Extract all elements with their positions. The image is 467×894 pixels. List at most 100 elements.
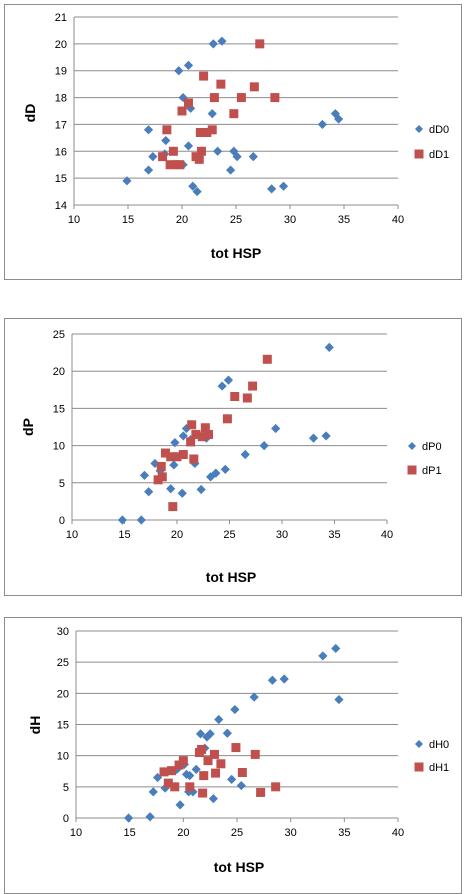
- x-axis-title: tot HSP: [206, 569, 257, 585]
- data-point: [204, 429, 213, 439]
- data-point: [207, 125, 217, 135]
- x-tick-label: 10: [66, 529, 78, 541]
- data-point: [175, 800, 185, 810]
- legend-label: dD0: [429, 124, 449, 136]
- chart-dp: 0 5 10 15 20 25 10 15 20 25 30 35 40 tot HSP dP dP0 dP1: [20, 329, 442, 585]
- data-point: [136, 515, 146, 525]
- data-point: [334, 694, 344, 705]
- data-point: [324, 342, 334, 352]
- data-point: [177, 488, 187, 498]
- data-point: [209, 749, 219, 759]
- data-point: [186, 437, 196, 447]
- x-tick-label: 30: [285, 827, 297, 839]
- x-tick-label: 35: [338, 214, 350, 226]
- data-point: [331, 643, 341, 654]
- legend-marker: [415, 125, 423, 133]
- data-point: [334, 114, 344, 124]
- data-point: [167, 766, 177, 776]
- x-tick-label: 15: [118, 529, 130, 541]
- data-point: [143, 165, 154, 175]
- data-point: [197, 744, 207, 754]
- data-point: [189, 454, 199, 464]
- data-point: [178, 450, 188, 460]
- series-dD1: [158, 39, 280, 170]
- data-point: [196, 146, 206, 156]
- data-point: [222, 728, 232, 738]
- y-tick-label: 10: [57, 751, 69, 763]
- data-point: [230, 391, 240, 401]
- data-point: [162, 125, 172, 135]
- data-point: [227, 774, 237, 784]
- legend-label: dP0: [422, 441, 442, 453]
- data-point: [270, 93, 280, 103]
- data-point: [195, 127, 205, 137]
- legend-marker: [414, 149, 424, 159]
- data-point: [203, 756, 213, 766]
- data-point: [194, 154, 204, 164]
- data-point: [237, 767, 247, 777]
- y-tick-label: 20: [57, 688, 69, 700]
- data-point: [185, 782, 195, 792]
- data-point: [216, 79, 226, 89]
- data-point: [262, 354, 272, 364]
- y-tick-label: 15: [53, 403, 65, 415]
- data-point: [217, 36, 227, 46]
- data-point: [196, 484, 206, 495]
- data-point: [208, 39, 218, 49]
- legend-label: dH0: [429, 739, 449, 751]
- data-point: [226, 165, 236, 175]
- data-point: [236, 780, 246, 791]
- data-point: [183, 60, 194, 70]
- data-point: [223, 375, 234, 385]
- y-tick-label: 30: [57, 626, 69, 638]
- data-point: [186, 103, 196, 113]
- data-point: [199, 771, 209, 781]
- y-tick-label: 10: [53, 441, 65, 453]
- y-tick-label: 20: [55, 39, 67, 51]
- data-point: [183, 141, 194, 151]
- data-point: [248, 381, 258, 391]
- y-tick-label: 16: [55, 146, 67, 158]
- x-tick-label: 40: [392, 827, 404, 839]
- data-point: [220, 464, 230, 475]
- data-point: [188, 181, 198, 191]
- x-tick-label: 20: [177, 827, 189, 839]
- y-tick-label: 5: [63, 782, 69, 794]
- data-point: [317, 119, 327, 130]
- data-point: [197, 432, 207, 442]
- data-point: [211, 468, 221, 478]
- data-point: [232, 152, 242, 162]
- y-tick-label: 21: [55, 12, 67, 24]
- legend: dP0 dP1: [407, 441, 442, 477]
- legend-marker: [415, 740, 423, 748]
- x-tick-label: 10: [68, 214, 80, 226]
- series-dP0: [117, 342, 334, 525]
- x-tick-label: 40: [392, 214, 404, 226]
- data-point: [177, 106, 187, 116]
- data-point: [217, 381, 227, 391]
- data-point: [278, 181, 289, 191]
- legend-label: dP1: [422, 465, 442, 477]
- x-tick-label: 40: [381, 529, 393, 541]
- x-tick-label: 35: [328, 529, 340, 541]
- x-tick-label: 20: [176, 214, 188, 226]
- data-point: [271, 423, 281, 434]
- data-point: [172, 452, 182, 462]
- data-point: [178, 756, 188, 766]
- data-point: [157, 472, 167, 482]
- data-point: [145, 812, 155, 822]
- data-point: [249, 82, 259, 92]
- y-tick-label: 17: [55, 119, 67, 131]
- legend-marker: [407, 465, 417, 475]
- data-point: [248, 152, 258, 162]
- data-point: [209, 93, 219, 103]
- x-tick-label: 25: [223, 529, 235, 541]
- data-point: [222, 414, 232, 424]
- series-dH1: [159, 743, 281, 798]
- data-point: [191, 764, 201, 774]
- data-point: [250, 749, 260, 759]
- data-point: [123, 813, 134, 823]
- data-point: [159, 767, 169, 777]
